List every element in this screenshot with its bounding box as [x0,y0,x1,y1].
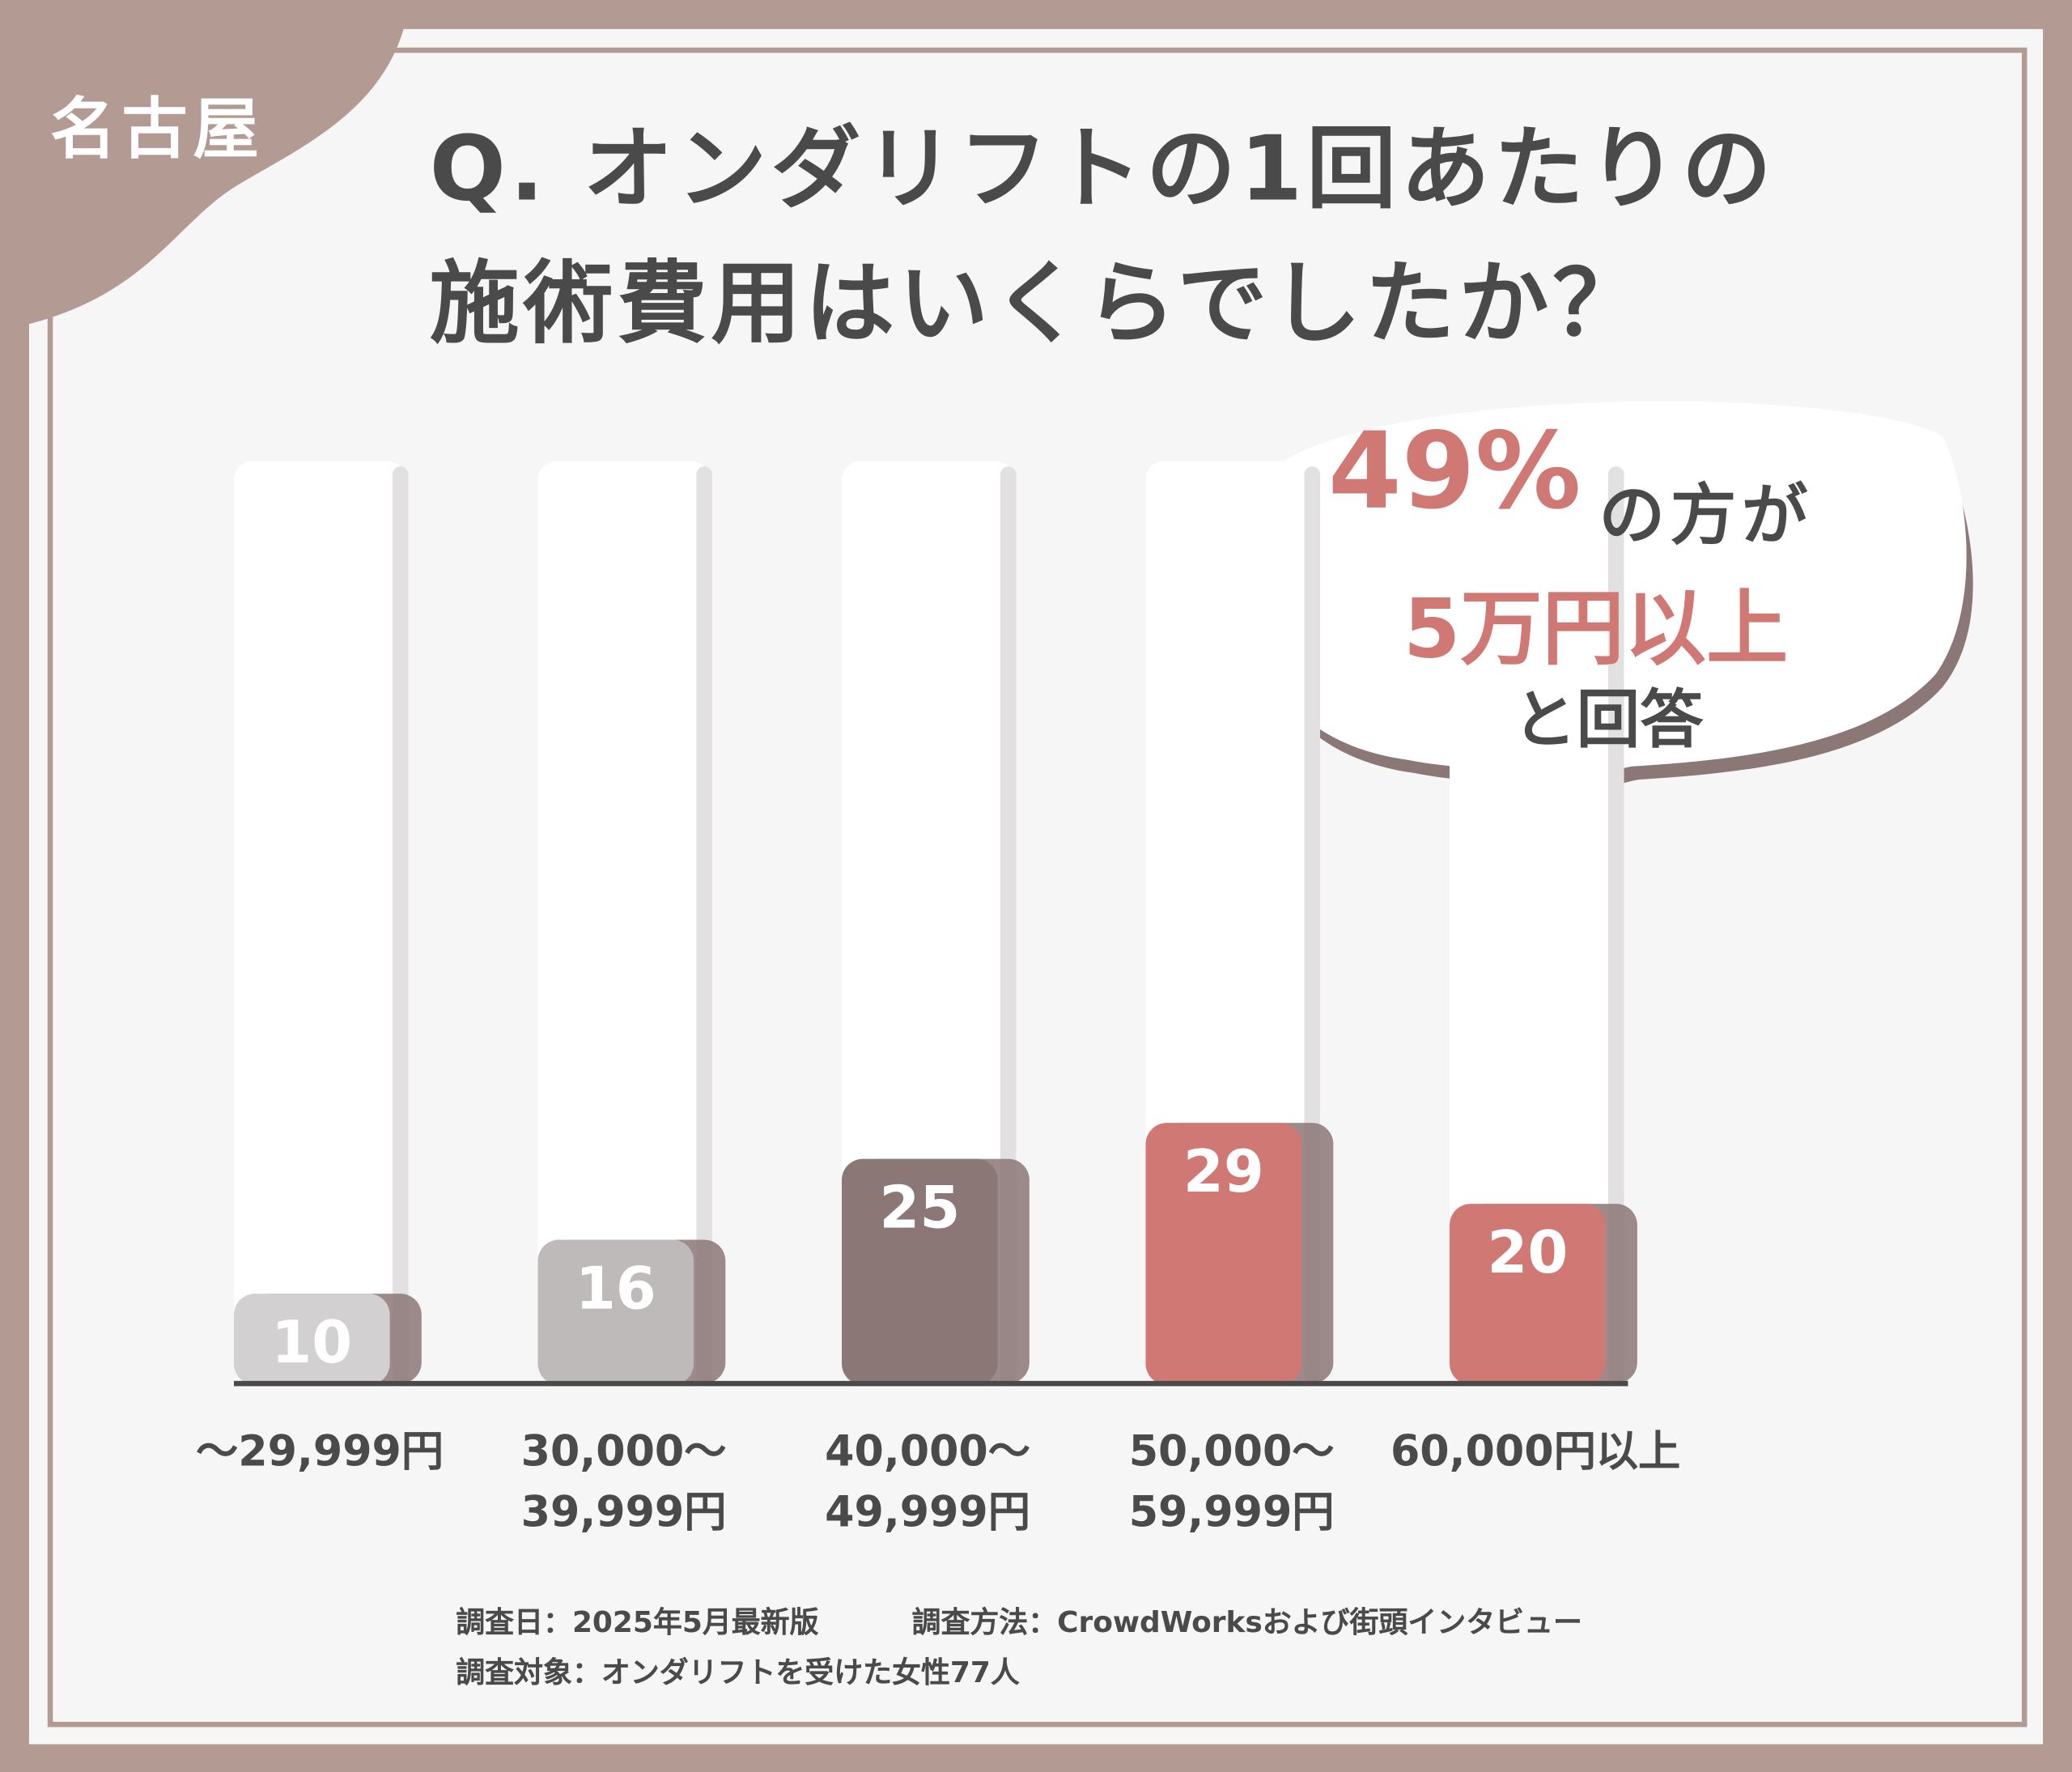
bar-track-shadow [392,466,409,1384]
x-tick-label: 50,000～ 59,999円 [1128,1426,1335,1537]
tag-shape [0,0,410,331]
bar-track-shadow [696,466,712,1384]
callout-text: の方が [1599,477,1813,554]
value-label: 20 [1487,1218,1568,1286]
tag: 名古屋 [50,91,265,168]
bar-track [841,461,1014,1384]
bar [1145,1123,1302,1385]
footnote: 調査日：2025年5月最新版 [456,1606,819,1640]
callout-text: 5万円以上 [1403,580,1789,677]
bar [841,1158,998,1385]
value-label: 16 [575,1254,656,1322]
bar-track-shadow [1000,466,1017,1384]
bar [1450,1204,1606,1385]
footnote: 調査対象：オンダリフトを受けた女性77人 [456,1656,1020,1690]
x-tick-label: 60,000円以上 [1390,1426,1681,1477]
callout-number: 49% [1327,410,1582,533]
callout-text: と回答 [1513,682,1704,758]
bar-track [1450,461,1622,1384]
bar [537,1239,694,1385]
value-label: 25 [879,1173,960,1241]
chart-title: Q. オンダリフトの1回あたりの 施術費用はいくらでしたか？ [429,117,1776,357]
bar-track [233,461,406,1384]
x-tick-label: 40,000～ 49,999円 [825,1426,1031,1537]
bar-track [537,461,710,1384]
inner-frame [47,47,2027,1727]
x-tick-label: ～29,999円 [196,1426,444,1477]
value-label: 29 [1183,1137,1264,1205]
bar-track-shadow [1607,466,1624,1384]
value-label: 10 [271,1308,352,1376]
x-tick-label: 30,000～ 39,999円 [520,1426,727,1537]
bar [233,1294,390,1385]
footnote: 調査方法：CrowdWorksおよび街頭インタビュー [911,1606,1582,1640]
